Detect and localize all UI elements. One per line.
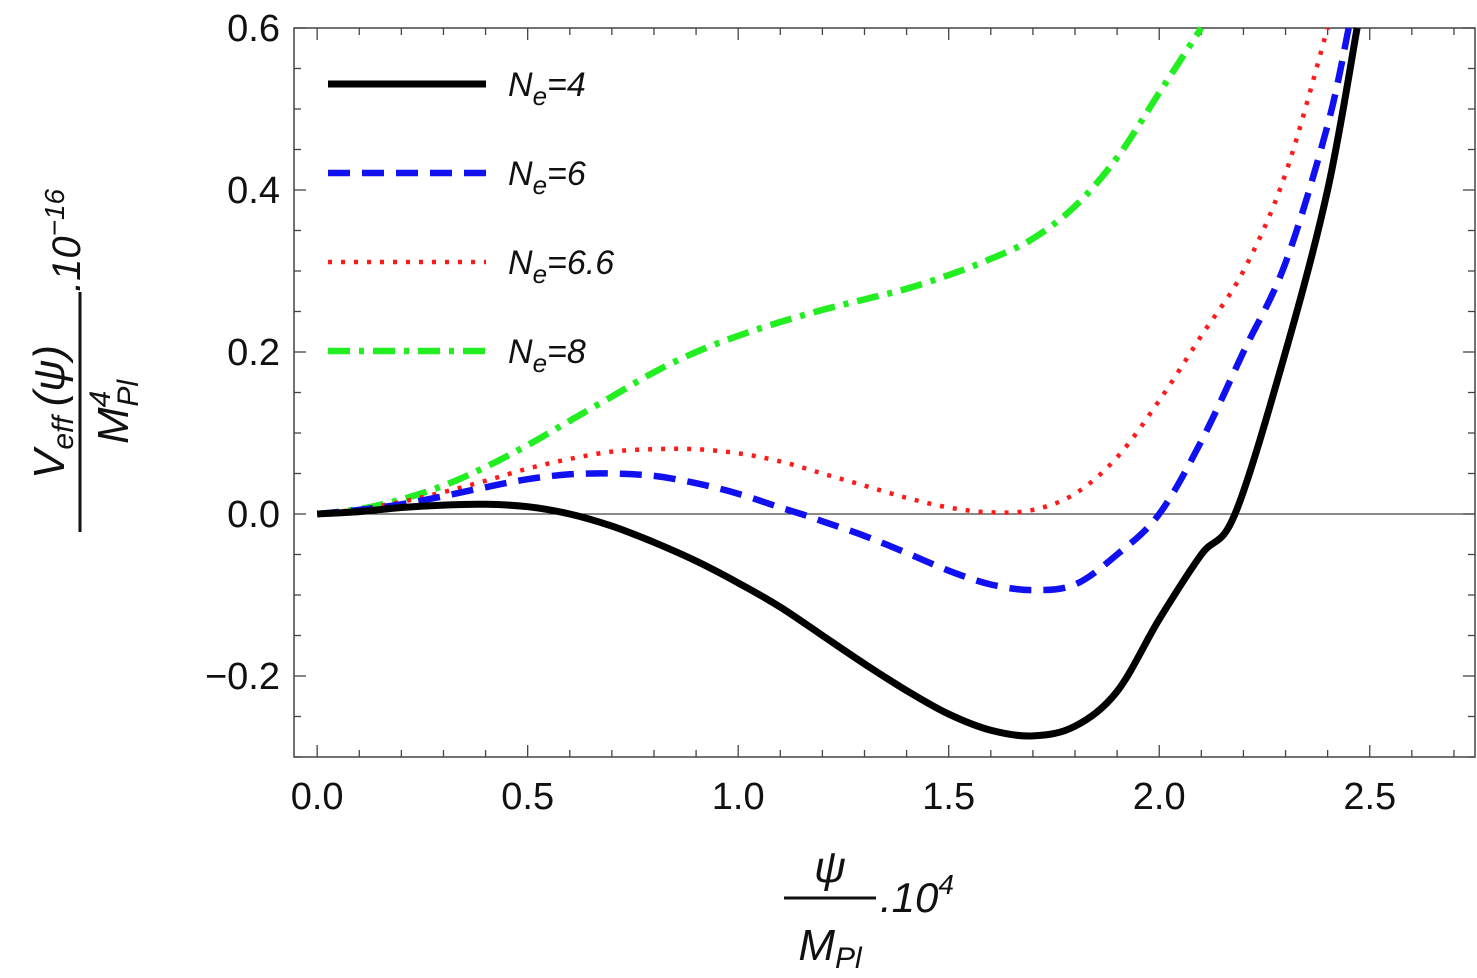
x-tick-label: 1.5 [922, 776, 975, 818]
y-tick-label: 0.2 [227, 332, 280, 374]
y-tick-label: −0.2 [205, 656, 280, 698]
y-label-numerator: Veff(ψ) [25, 345, 80, 479]
legend-label: Ne=8 [508, 333, 586, 378]
series-line-ne-4 [317, 27, 1361, 740]
axis-ticks: 0.0 0.5 1.0 1.5 2.0 2.5 −0.2 0.0 0.2 0.4 0.6 [205, 8, 1475, 818]
legend: Ne=4 Ne=6 Ne=6.6 Ne=8 [328, 66, 614, 378]
x-axis-label: ψ MPl .104 [784, 843, 954, 975]
series-line-ne-6 [316, 27, 1352, 594]
y-axis-label: Veff(ψ) M4Pl .10−16 [25, 188, 145, 532]
y-tick-label: 0.6 [227, 8, 280, 50]
legend-label: Ne=6.6 [508, 244, 614, 289]
x-tick-label: 2.5 [1343, 776, 1396, 818]
legend-label: Ne=4 [508, 66, 586, 111]
series-group [316, 26, 1361, 740]
y-tick-label: 0.4 [227, 170, 280, 212]
x-label-numerator: ψ [814, 843, 846, 892]
y-label-denominator: M4Pl [84, 379, 145, 444]
x-tick-label: 2.0 [1133, 776, 1186, 818]
series-line-ne-6-6 [316, 27, 1330, 517]
legend-label: Ne=6 [508, 155, 586, 200]
x-label-denominator: MPl [798, 921, 863, 975]
x-tick-label: 0.0 [291, 776, 344, 818]
series-line-ne-8 [316, 26, 1205, 518]
x-label-suffix: .104 [880, 869, 954, 921]
y-label-suffix: .10−16 [39, 188, 89, 292]
x-tick-label: 0.5 [501, 776, 554, 818]
y-tick-label: 0.0 [227, 494, 280, 536]
plot-frame [293, 27, 1476, 758]
x-tick-label: 1.0 [712, 776, 765, 818]
